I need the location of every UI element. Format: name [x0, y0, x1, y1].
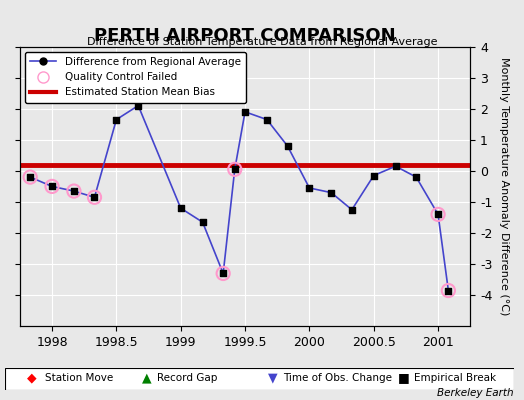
Point	[26, 174, 35, 180]
Point	[48, 183, 56, 190]
Point	[112, 116, 121, 123]
Point	[434, 211, 442, 218]
Point	[412, 174, 420, 180]
Point	[70, 188, 78, 194]
Point	[90, 194, 99, 200]
Point	[90, 194, 99, 200]
Point	[444, 287, 453, 294]
Point	[48, 183, 56, 190]
Point	[241, 109, 249, 115]
Text: Berkeley Earth: Berkeley Earth	[437, 388, 514, 398]
FancyBboxPatch shape	[5, 368, 514, 390]
Text: ■: ■	[398, 372, 409, 384]
Point	[70, 188, 78, 194]
Text: Empirical Break: Empirical Break	[414, 373, 496, 383]
Text: ▼: ▼	[268, 372, 277, 384]
Point	[444, 287, 453, 294]
Text: Difference of Station Temperature Data from Regional Average: Difference of Station Temperature Data f…	[87, 37, 437, 47]
Legend: Difference from Regional Average, Quality Control Failed, Estimated Station Mean: Difference from Regional Average, Qualit…	[25, 52, 246, 102]
Text: Time of Obs. Change: Time of Obs. Change	[283, 373, 392, 383]
Point	[231, 166, 239, 172]
Point	[231, 166, 239, 172]
Text: ▲: ▲	[142, 372, 151, 384]
Point	[434, 211, 442, 218]
Text: Record Gap: Record Gap	[157, 373, 217, 383]
Point	[327, 190, 335, 196]
Point	[219, 270, 227, 277]
Title: PERTH AIRPORT COMPARISON: PERTH AIRPORT COMPARISON	[94, 27, 396, 45]
Point	[347, 206, 356, 213]
Point	[305, 185, 313, 191]
Text: ◆: ◆	[27, 372, 36, 384]
Point	[219, 270, 227, 277]
Point	[199, 219, 207, 225]
Point	[391, 163, 400, 170]
Point	[134, 102, 143, 109]
Point	[177, 205, 185, 211]
Point	[263, 116, 271, 123]
Text: Station Move: Station Move	[45, 373, 113, 383]
Point	[369, 172, 378, 179]
Point	[283, 143, 292, 149]
Y-axis label: Monthly Temperature Anomaly Difference (°C): Monthly Temperature Anomaly Difference (…	[499, 57, 509, 316]
Point	[26, 174, 35, 180]
